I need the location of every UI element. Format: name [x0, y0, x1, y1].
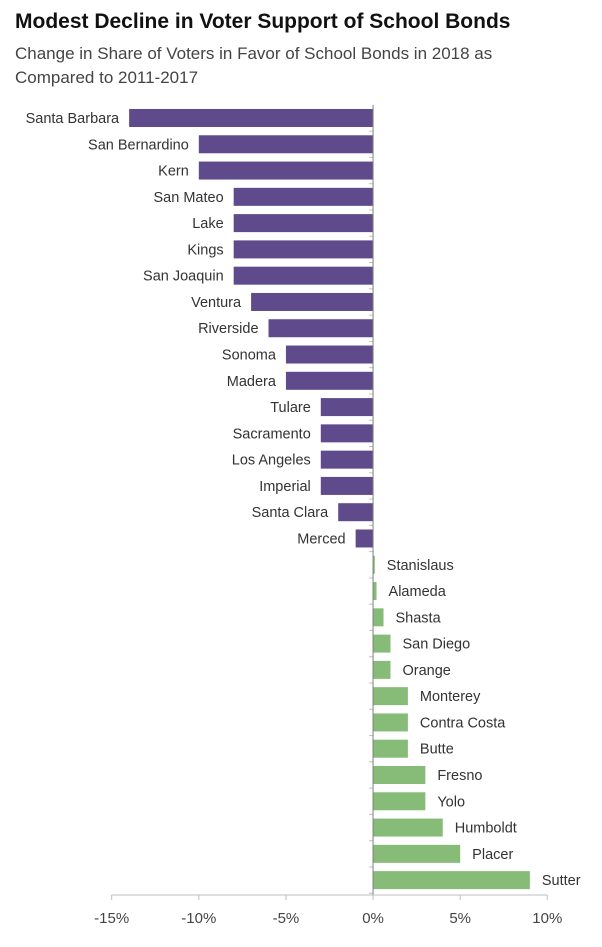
bar [373, 818, 443, 837]
x-tick-label: -5% [273, 910, 300, 927]
category-label: Butte [420, 742, 454, 758]
bar [285, 345, 374, 364]
bar [373, 555, 375, 574]
bar [373, 687, 408, 706]
category-label: Humboldt [455, 821, 517, 837]
bar [373, 608, 384, 627]
category-label: Madera [227, 374, 277, 390]
bar [251, 292, 374, 311]
bar [285, 371, 374, 390]
category-label: Monterey [420, 689, 481, 705]
category-label: Sutter [542, 873, 581, 889]
bar [320, 398, 374, 417]
category-label: Santa Clara [252, 505, 330, 521]
category-label: Stanislaus [387, 558, 454, 574]
category-label: Shasta [396, 610, 442, 626]
bar [198, 135, 374, 154]
category-label: Lake [192, 216, 223, 232]
bar [320, 450, 374, 469]
x-tick-label: 5% [449, 910, 471, 927]
bar [233, 187, 374, 206]
x-tick-label: 0% [362, 910, 384, 927]
bar [373, 634, 391, 653]
category-label: Santa Barbara [26, 111, 120, 127]
category-label: Merced [297, 531, 345, 547]
category-label: Tulare [270, 400, 311, 416]
x-tick-label: -15% [94, 910, 129, 927]
category-label: Imperial [259, 479, 311, 495]
x-tick-label: 10% [532, 910, 562, 927]
category-label: San Diego [402, 637, 470, 653]
bar [373, 582, 377, 601]
bar [233, 214, 374, 233]
category-label: Riverside [198, 321, 258, 337]
bar [373, 871, 530, 890]
category-label: San Bernardino [88, 137, 189, 153]
bar [373, 713, 408, 732]
bar [320, 424, 374, 443]
category-label: Placer [472, 847, 513, 863]
chart-title: Modest Decline in Voter Support of Schoo… [15, 10, 511, 33]
category-label: Alameda [389, 584, 447, 600]
x-tick-label: -10% [181, 910, 216, 927]
category-label: San Mateo [154, 190, 224, 206]
category-label: Orange [402, 663, 450, 679]
category-label: Los Angeles [232, 453, 311, 469]
bar [373, 792, 426, 811]
bar [268, 319, 374, 338]
bar [129, 109, 374, 127]
category-label: Fresno [437, 768, 482, 784]
bar [233, 266, 374, 285]
bar [373, 844, 461, 863]
chart-subtitle: Change in Share of Voters in Favor of Sc… [15, 44, 493, 87]
category-label: Kern [158, 164, 189, 180]
category-label: Contra Costa [420, 715, 506, 731]
category-label: Kings [187, 242, 223, 258]
category-label: Sonoma [222, 348, 277, 364]
category-label: Yolo [437, 794, 465, 810]
bar [338, 503, 374, 522]
bar [198, 161, 374, 180]
category-label: Ventura [191, 295, 242, 311]
category-label: San Joaquin [143, 269, 224, 285]
category-label: Sacramento [233, 426, 311, 442]
bar [373, 739, 408, 758]
bar [355, 529, 374, 548]
bar [320, 476, 374, 495]
bar [233, 240, 374, 259]
bar [373, 766, 426, 784]
bar [373, 660, 391, 679]
